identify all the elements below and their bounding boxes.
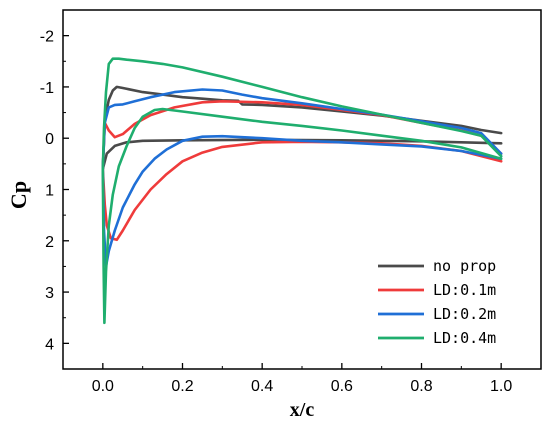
x-axis-label: x/c [290,399,315,421]
x-axis: 0.0 0.2 0.4 0.6 0.8 1.0 [92,363,512,395]
series-ld-0-4m [101,57,503,325]
y-tick-label: -1 [40,80,54,97]
series-line-upper [101,57,503,171]
x-tick-label: 0.0 [92,378,114,395]
y-tick-label: 2 [45,234,54,251]
legend-label: LD:0.2m [433,305,496,323]
y-tick-label: -2 [40,29,54,46]
y-axis: -2 -1 0 1 2 3 4 [40,29,69,353]
series-line-upper [101,88,503,171]
series-layer [101,57,503,325]
x-tick-label: 0.2 [171,378,193,395]
legend-label: LD:0.1m [433,281,496,299]
x-tick-label: 0.4 [251,378,273,395]
x-tick-label: 0.6 [331,378,353,395]
series-line-lower [101,138,503,171]
y-axis-label: Cp [6,181,31,209]
y-tick-label: 3 [45,285,54,302]
y-tick-label: 0 [45,131,54,148]
series-line-lower [101,134,503,268]
legend: no prop LD:0.1m LD:0.2m LD:0.4m [378,257,496,347]
series-line-lower [101,107,503,325]
legend-label: no prop [433,257,496,275]
x-tick-label: 0.8 [410,378,432,395]
series-line-lower [101,140,503,242]
y-tick-label: 1 [45,183,54,200]
series-line-upper [101,100,503,171]
series-ld-0-2m [101,88,503,268]
legend-label: LD:0.4m [433,329,496,347]
x-tick-label: 1.0 [490,378,512,395]
y-tick-label: 4 [45,336,54,353]
